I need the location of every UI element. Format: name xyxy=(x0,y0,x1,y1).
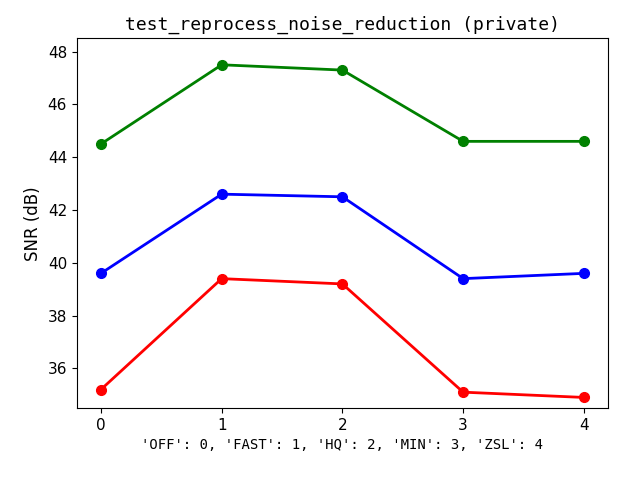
Y-axis label: SNR (dB): SNR (dB) xyxy=(24,186,42,261)
Title: test_reprocess_noise_reduction (private): test_reprocess_noise_reduction (private) xyxy=(125,16,560,35)
X-axis label: 'OFF': 0, 'FAST': 1, 'HQ': 2, 'MIN': 3, 'ZSL': 4: 'OFF': 0, 'FAST': 1, 'HQ': 2, 'MIN': 3, … xyxy=(141,438,543,452)
